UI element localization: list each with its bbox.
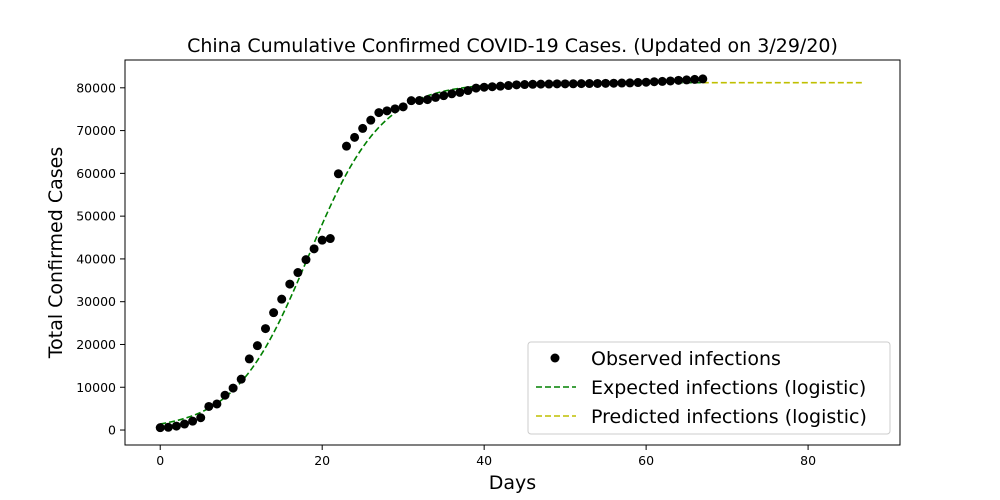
observed-point [382,106,392,116]
observed-point [350,132,360,142]
legend-label: Observed infections [591,348,781,370]
observed-point [609,78,619,88]
observed-point [220,390,230,400]
observed-point [601,78,611,88]
legend-label: Predicted infections (logistic) [591,406,867,428]
observed-point [617,78,627,88]
expected-infections-line [160,81,703,425]
observed-point [244,354,254,364]
observed-point [293,268,303,278]
x-tick-label: 80 [800,453,816,468]
observed-point [422,95,432,105]
observed-point [252,341,262,351]
observed-point [528,79,538,89]
observed-point [261,324,271,334]
observed-point [520,80,530,90]
observed-point [455,87,465,97]
observed-point [674,75,684,85]
observed-point [155,423,165,433]
observed-point [536,79,546,89]
observed-point [317,235,327,245]
observed-point [358,123,368,133]
observed-point [512,80,522,90]
observed-point [277,294,287,304]
observed-point [698,74,708,84]
y-tick-label: 80000 [76,80,116,95]
observed-point [431,92,441,102]
chart-title: China Cumulative Confirmed COVID-19 Case… [187,35,838,57]
observed-point [325,234,335,244]
x-axis-title: Days [489,472,536,494]
observed-point [439,91,449,101]
y-tick-label: 60000 [76,166,116,181]
observed-point [341,141,351,151]
observed-point [236,374,246,384]
observed-point [228,383,238,393]
observed-point [390,104,400,114]
observed-point [584,79,594,89]
y-tick-label: 50000 [76,209,116,224]
observed-point [552,79,562,89]
observed-point [568,79,578,89]
observed-point [171,421,181,431]
observed-point [576,79,586,89]
x-tick-label: 20 [314,453,330,468]
observed-point [657,76,667,86]
observed-point [398,102,408,112]
observed-point [414,96,424,106]
y-tick-label: 20000 [76,337,116,352]
observed-point [487,82,497,92]
observed-point [690,74,700,84]
y-tick-label: 30000 [76,294,116,309]
x-tick-label: 40 [476,453,492,468]
observed-point [212,399,222,409]
y-tick-label: 0 [108,423,116,438]
y-tick-label: 70000 [76,123,116,138]
observed-point [188,416,198,426]
observed-point [374,108,384,118]
observed-point [593,78,603,88]
observed-point [163,422,173,432]
observed-point [406,96,416,106]
observed-point [301,255,311,265]
observed-point [649,77,659,87]
observed-point [682,75,692,85]
observed-point [544,79,554,89]
observed-point [333,169,343,179]
y-axis-title: Total Confirmed Cases [45,147,67,360]
legend: Observed infections Expected infections (… [527,341,891,435]
axes: 0 20 40 60 80 0 10000 20000 30000 40000 50000 60000… [76,80,816,468]
observed-point [269,308,279,318]
x-tick-label: 0 [156,453,164,468]
legend-marker-observed [550,353,560,363]
observed-point [633,78,643,88]
observed-point [285,279,295,289]
observed-point [309,244,319,254]
y-tick-label: 10000 [76,380,116,395]
observed-point [447,89,457,99]
observed-point [503,81,513,91]
observed-point [560,79,570,89]
plot-marks [155,74,865,433]
observed-point [180,419,190,429]
observed-point [625,78,635,88]
observed-point [463,86,473,96]
observed-point [495,81,505,91]
legend-box [527,341,891,435]
plot-frame [124,59,901,446]
y-tick-label: 40000 [76,251,116,266]
observed-point [366,115,376,125]
observed-point [479,82,489,92]
observed-point [641,77,651,87]
observed-point [665,76,675,86]
observed-point [196,413,206,423]
x-tick-label: 60 [638,453,654,468]
observed-point [204,401,214,411]
legend-label: Expected infections (logistic) [591,377,866,399]
observed-point [471,83,481,93]
